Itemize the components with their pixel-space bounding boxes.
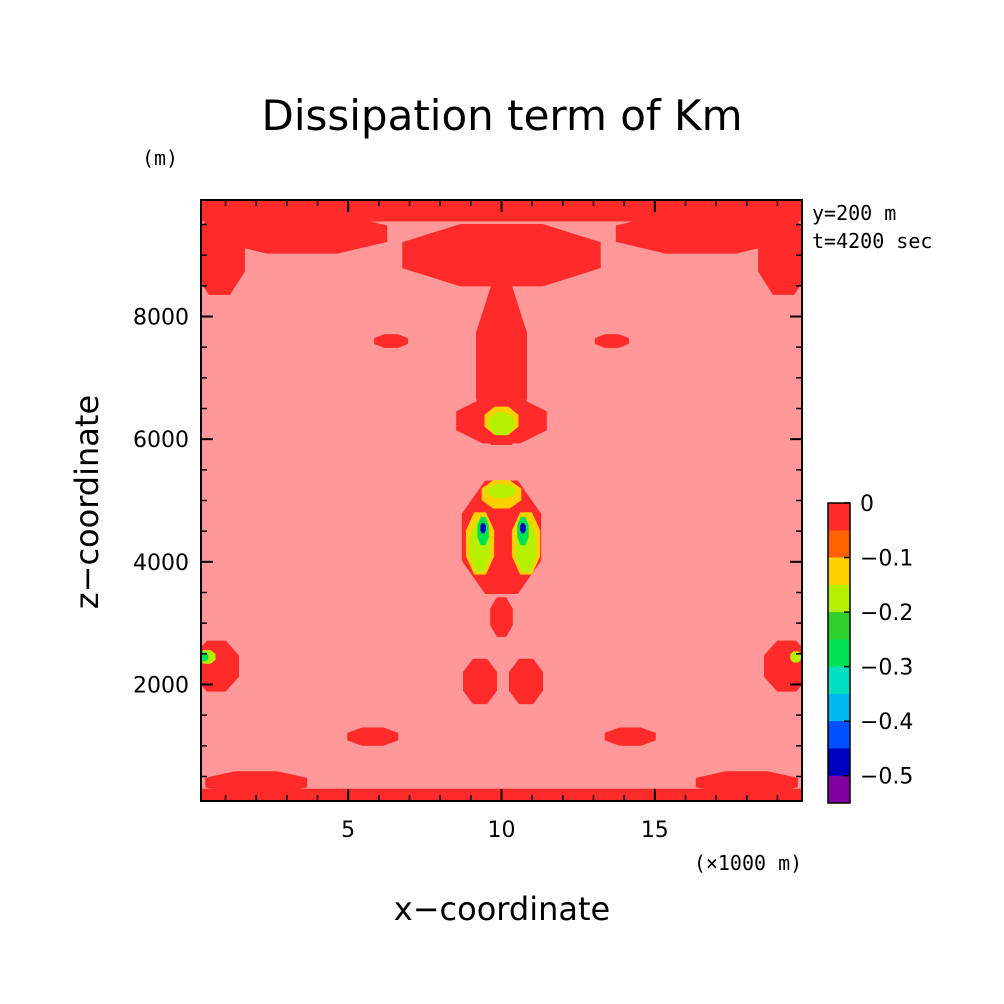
colorbar-swatch: [828, 612, 850, 640]
colorbar-swatch: [828, 721, 850, 749]
x-tick-label: 15: [641, 818, 669, 843]
contour-region: [347, 727, 399, 746]
colorbar-swatch: [828, 666, 850, 695]
chart-title: Dissipation term of Km: [261, 91, 742, 140]
colorbar-swatch: [828, 693, 850, 722]
x-tick-label: 10: [488, 818, 516, 843]
y-axis-label: z−coordinate: [68, 395, 106, 609]
contour-region: [201, 215, 245, 295]
colorbar-swatch: [828, 584, 850, 613]
colorbar: 0 −0.1 −0.2 −0.3 −0.4 −0.5: [827, 492, 913, 804]
plot-area: [201, 200, 802, 801]
colorbar-tick-label: −0.2: [860, 601, 913, 626]
contour-region: [615, 213, 786, 254]
contour-region: [490, 597, 513, 637]
contour-region: [695, 771, 798, 794]
colorbar-tick-label: −0.3: [860, 656, 913, 681]
colorbar-tick-label: −0.1: [860, 547, 913, 572]
colorbar-tick-label: −0.5: [860, 765, 913, 790]
x-tick-label: 5: [341, 818, 355, 843]
contour-region: [604, 727, 656, 746]
contour-region: [205, 771, 308, 794]
colorbar-swatch: [828, 748, 850, 777]
contour-region: [487, 484, 516, 499]
colorbar-swatch: [828, 503, 850, 531]
axis-ticks: 5 10 15 2000 4000 6000 8000: [133, 200, 802, 843]
contour-region: [758, 215, 802, 295]
colorbar-swatch: [828, 639, 850, 668]
annotation-y: y=200 m: [812, 201, 896, 225]
x-unit-label: (×1000 m): [694, 851, 802, 875]
contour-region: [201, 652, 209, 662]
colorbar-tick-label: −0.4: [860, 710, 913, 735]
colorbar-swatch: [828, 775, 850, 804]
y-unit-label: (m): [142, 146, 178, 170]
contour-region: [509, 658, 543, 705]
contour-region: [520, 523, 526, 534]
x-axis-label: x−coordinate: [394, 890, 610, 928]
contour-region: [790, 651, 802, 663]
colorbar-swatch: [828, 557, 850, 586]
contour-region: [374, 334, 409, 348]
contour-region: [480, 523, 486, 534]
y-tick-label: 8000: [133, 306, 189, 331]
contour-region: [594, 334, 629, 348]
y-tick-label: 6000: [133, 428, 189, 453]
colorbar-frame: [827, 502, 851, 804]
colorbar-tick-label: 0: [860, 492, 874, 517]
contour-region: [463, 658, 497, 705]
colorbar-swatch: [828, 530, 850, 559]
annotation-t: t=4200 sec: [812, 229, 932, 253]
contour-region: [402, 224, 601, 287]
y-tick-label: 2000: [133, 673, 189, 698]
contour-region: [217, 213, 388, 254]
contour-region: [488, 412, 515, 436]
y-tick-label: 4000: [133, 551, 189, 576]
